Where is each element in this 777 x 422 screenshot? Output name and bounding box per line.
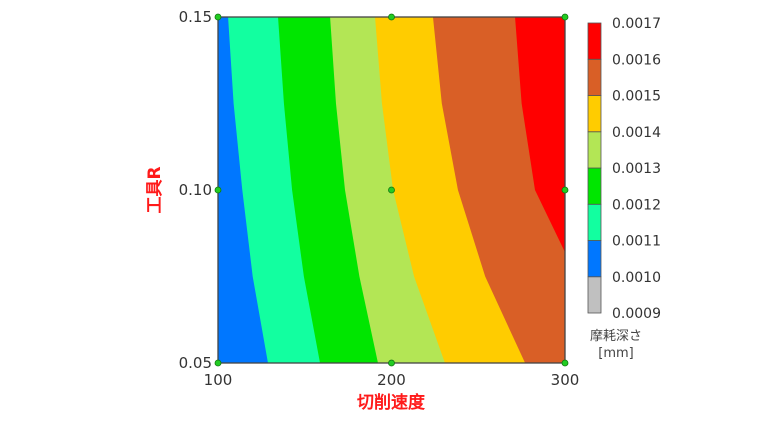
- colorbar-swatch: [587, 240, 602, 278]
- colorbar-label: 0.0016: [612, 52, 661, 68]
- colorbar-swatch: [587, 58, 602, 96]
- colorbar-swatch: [587, 276, 602, 314]
- design-point: [388, 186, 395, 194]
- colorbar-swatch: [587, 131, 602, 169]
- colorbar-swatch: [587, 203, 602, 241]
- x-tick-label: 300: [551, 371, 580, 389]
- design-point: [561, 359, 569, 367]
- colorbar-swatch: [587, 95, 602, 133]
- design-point: [214, 359, 222, 367]
- contour-band-0.001-0.0011: [218, 17, 268, 363]
- colorbar-swatch: [587, 167, 602, 205]
- plot-area: 100 200 300 0.05 0.10 0.15: [179, 8, 580, 389]
- colorbar-label: 0.0011: [612, 234, 661, 250]
- colorbar-label: 0.0013: [612, 161, 661, 177]
- design-point: [561, 13, 569, 21]
- colorbar-label: 0.0009: [612, 306, 661, 322]
- y-tick-label: 0.10: [179, 181, 212, 199]
- design-point: [388, 13, 395, 21]
- colorbar-swatch: [587, 22, 602, 60]
- colorbar: 0.0009 0.0010 0.0011 0.0012 0.0013 0.0014 0.00…: [587, 16, 661, 322]
- x-axis-label: 切削速度: [357, 392, 426, 413]
- colorbar-label: 0.0017: [612, 16, 661, 32]
- x-tick-label: 100: [204, 371, 233, 389]
- x-tick-label: 200: [377, 371, 406, 389]
- y-tick-label: 0.05: [179, 354, 212, 372]
- colorbar-title: 摩耗深さ: [590, 328, 642, 344]
- y-axis-label: 工具R: [145, 166, 165, 213]
- colorbar-unit: [mm]: [598, 346, 633, 361]
- design-point: [214, 186, 222, 194]
- colorbar-label: 0.0015: [612, 89, 661, 105]
- colorbar-label: 0.0014: [612, 125, 661, 141]
- design-point: [561, 186, 569, 194]
- y-tick-label: 0.15: [179, 8, 212, 26]
- colorbar-label: 0.0012: [612, 197, 661, 213]
- design-point: [388, 359, 395, 367]
- colorbar-label: 0.0010: [612, 270, 661, 286]
- design-point: [214, 13, 222, 21]
